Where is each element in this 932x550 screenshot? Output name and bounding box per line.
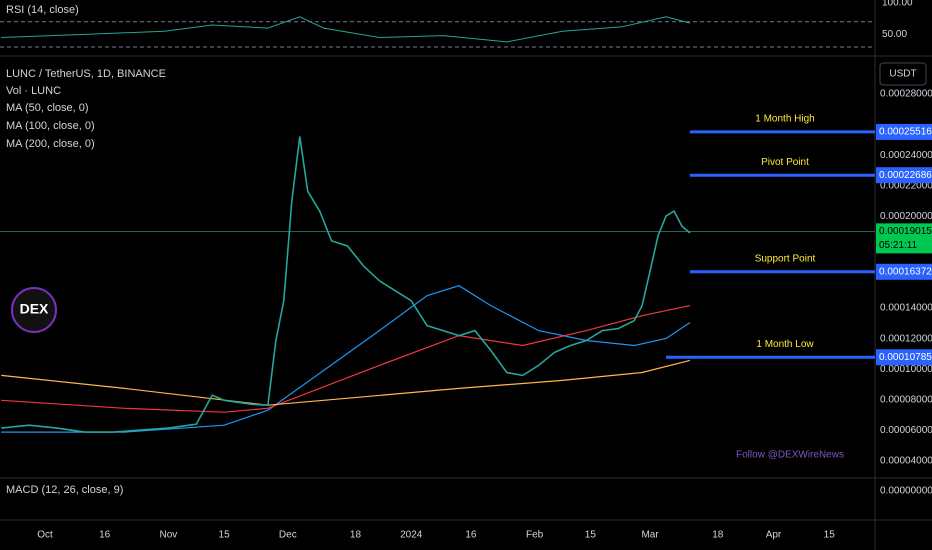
legend-item: MA (200, close, 0) xyxy=(6,138,95,150)
y-tick-label: 0.00022000 xyxy=(880,180,932,191)
currency-box[interactable] xyxy=(879,62,927,86)
rsi-title: RSI (14, close) xyxy=(6,4,79,16)
x-tick-label: 15 xyxy=(824,530,836,541)
level-label: 0.00016372 xyxy=(879,266,932,277)
x-tick-label: Mar xyxy=(641,530,659,541)
x-tick-label: Oct xyxy=(37,530,53,541)
moving-average xyxy=(1,285,691,433)
x-tick-label: 15 xyxy=(585,530,597,541)
price-line xyxy=(1,136,691,433)
y-tick-label: 0.00010000 xyxy=(880,364,932,375)
x-tick-label: 18 xyxy=(350,530,362,541)
y-tick-label: 0.00008000 xyxy=(880,394,932,405)
level-label: 0.00022686 xyxy=(879,170,932,181)
level-name: Support Point xyxy=(755,253,816,264)
x-tick-label: Feb xyxy=(526,530,544,541)
x-tick-label: 2024 xyxy=(400,530,423,541)
level-tag xyxy=(876,167,932,184)
logo-text: DEX xyxy=(20,301,49,317)
volume-label: Vol · LUNC xyxy=(6,85,61,97)
x-tick-label: Nov xyxy=(159,530,177,541)
rsi-tick-label: 100.00 xyxy=(882,0,913,9)
watermark: Follow @DEXWireNews xyxy=(736,450,844,461)
currency: USDT xyxy=(889,69,916,80)
level-label: 0.00010785 xyxy=(879,352,932,363)
level-name: 1 Month Low xyxy=(756,339,814,350)
x-tick-label: Apr xyxy=(766,530,782,541)
chart-title: LUNC / TetherUS, 1D, BINANCE xyxy=(6,68,166,80)
level-tag xyxy=(876,349,932,366)
x-tick-label: 16 xyxy=(465,530,477,541)
y-tick-label: 0.00014000 xyxy=(880,303,932,314)
x-tick-label: 18 xyxy=(712,530,724,541)
x-tick-label: 16 xyxy=(99,530,111,541)
level-tag xyxy=(876,123,932,140)
level-name: 1 Month High xyxy=(755,114,814,125)
x-tick-label: 15 xyxy=(219,530,231,541)
last-price-label: 0.00019015 xyxy=(879,226,932,237)
last-price-tag xyxy=(876,223,932,254)
level-name: Pivot Point xyxy=(761,157,809,168)
legend-item: MA (100, close, 0) xyxy=(6,120,95,132)
y-tick-label: 0.00012000 xyxy=(880,333,932,344)
level-label: 0.00025516 xyxy=(879,127,932,138)
level-tag xyxy=(876,263,932,280)
macd-title: MACD (12, 26, close, 9) xyxy=(6,484,123,496)
logo xyxy=(11,287,57,333)
rsi-line xyxy=(1,16,691,43)
y-tick-label: 0.00004000 xyxy=(880,456,932,467)
y-tick-label: 0.00020000 xyxy=(880,211,932,222)
y-tick-label: 0.00028000 xyxy=(880,89,932,100)
y-tick-label: 0.00006000 xyxy=(880,425,932,436)
y-tick-label: 0.00024000 xyxy=(880,150,932,161)
macd-tick-label: 0.00000000 xyxy=(880,486,932,497)
legend-item: MA (50, close, 0) xyxy=(6,102,89,114)
countdown: 05:21:11 xyxy=(879,240,918,251)
x-tick-label: Dec xyxy=(279,530,297,541)
moving-average xyxy=(1,305,691,413)
rsi-tick-label: 50.00 xyxy=(882,29,907,40)
moving-average xyxy=(1,359,691,406)
